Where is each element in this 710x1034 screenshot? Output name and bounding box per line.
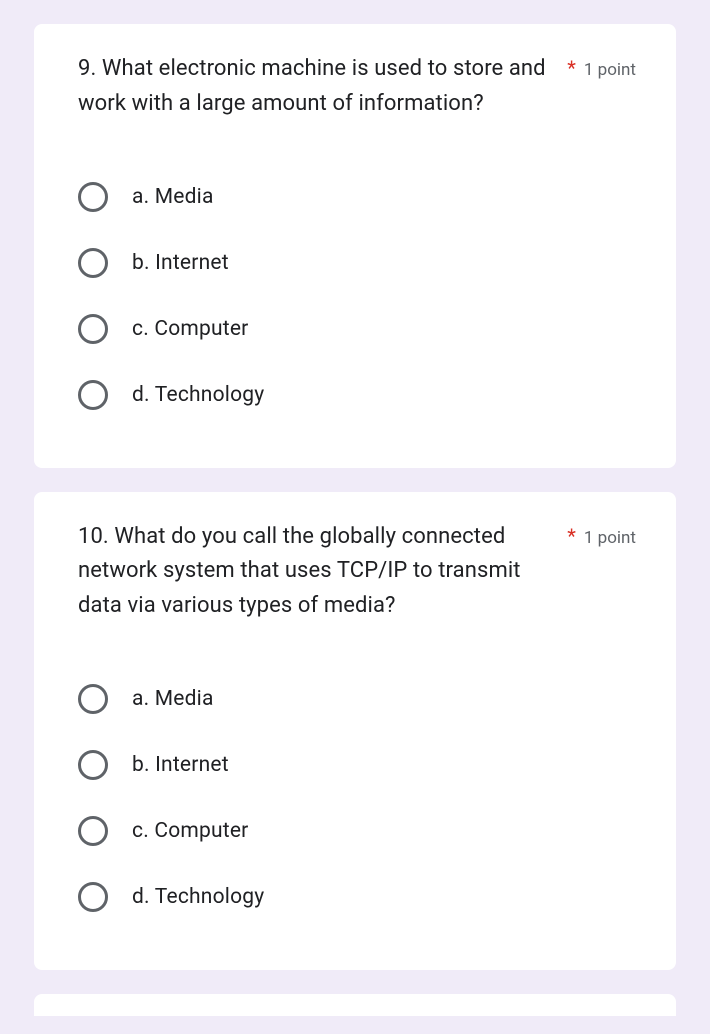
question-text: 9. What electronic machine is used to st…: [78, 52, 551, 122]
question-text: 10. What do you call the globally connec…: [78, 520, 551, 624]
required-asterisk: *: [567, 56, 576, 80]
points-container: * 1 point: [567, 520, 636, 548]
required-asterisk: *: [567, 524, 576, 548]
question-header: 10. What do you call the globally connec…: [78, 520, 636, 624]
option-label: b. Internet: [132, 753, 229, 777]
radio-icon[interactable]: [78, 248, 108, 278]
option-row[interactable]: d. Technology: [78, 362, 636, 428]
question-card-9: 9. What electronic machine is used to st…: [34, 24, 676, 468]
radio-icon[interactable]: [78, 882, 108, 912]
radio-icon[interactable]: [78, 314, 108, 344]
radio-icon[interactable]: [78, 684, 108, 714]
question-card-partial: [34, 994, 676, 1016]
option-row[interactable]: d. Technology: [78, 864, 636, 930]
radio-icon[interactable]: [78, 816, 108, 846]
points-label: 1 point: [584, 60, 636, 80]
question-card-10: 10. What do you call the globally connec…: [34, 492, 676, 970]
radio-icon[interactable]: [78, 182, 108, 212]
option-row[interactable]: b. Internet: [78, 732, 636, 798]
option-label: a. Media: [132, 185, 214, 209]
option-row[interactable]: b. Internet: [78, 230, 636, 296]
option-row[interactable]: c. Computer: [78, 296, 636, 362]
option-label: b. Internet: [132, 251, 229, 275]
question-header: 9. What electronic machine is used to st…: [78, 52, 636, 122]
option-label: c. Computer: [132, 819, 249, 843]
option-label: d. Technology: [132, 383, 264, 407]
option-label: a. Media: [132, 687, 214, 711]
option-label: d. Technology: [132, 885, 264, 909]
option-label: c. Computer: [132, 317, 249, 341]
radio-icon[interactable]: [78, 750, 108, 780]
option-row[interactable]: a. Media: [78, 666, 636, 732]
option-row[interactable]: c. Computer: [78, 798, 636, 864]
option-row[interactable]: a. Media: [78, 164, 636, 230]
points-label: 1 point: [584, 528, 636, 548]
points-container: * 1 point: [567, 52, 636, 80]
radio-icon[interactable]: [78, 380, 108, 410]
